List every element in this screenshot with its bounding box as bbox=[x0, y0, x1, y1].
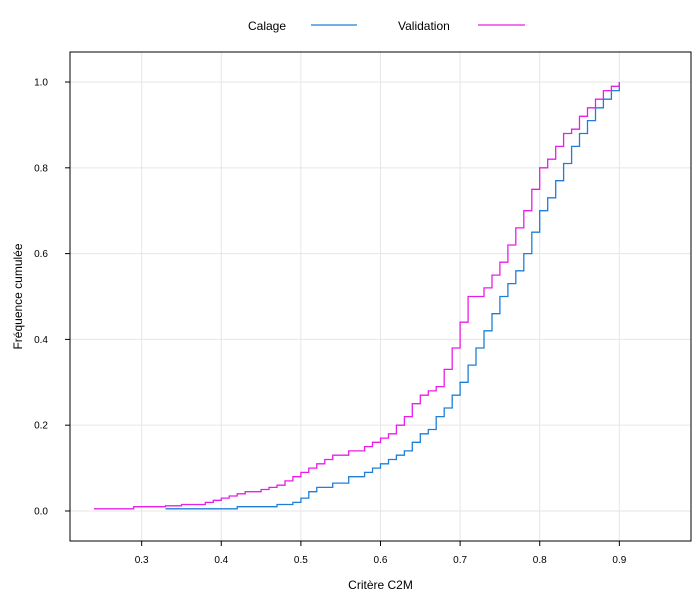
y-tick-label: 0.8 bbox=[34, 163, 48, 174]
legend-label-validation: Validation bbox=[398, 19, 450, 33]
series-layer bbox=[93, 82, 620, 510]
y-tick-label: 0.2 bbox=[34, 421, 48, 432]
y-tick-label: 1.0 bbox=[34, 78, 48, 89]
y-tick-label: 0.6 bbox=[34, 249, 48, 260]
series-line-validation bbox=[93, 82, 620, 510]
x-tick-label: 0.8 bbox=[533, 555, 547, 566]
x-tick-label: 0.5 bbox=[294, 555, 308, 566]
x-tick-label: 0.6 bbox=[374, 555, 388, 566]
x-tick-label: 0.3 bbox=[135, 555, 149, 566]
x-axis-title: Critère C2M bbox=[348, 578, 413, 592]
legend: Calage Validation bbox=[248, 19, 525, 33]
axis-ticks: 0.3 0.4 0.5 0.6 0.7 0.8 0.9 0.0 0.2 0.4 0.6 0.8 1.0 bbox=[34, 78, 627, 566]
x-tick-label: 0.9 bbox=[612, 555, 626, 566]
legend-label-calage: Calage bbox=[248, 19, 286, 33]
grid bbox=[70, 52, 691, 541]
y-axis-title: Fréquence cumulée bbox=[11, 243, 25, 349]
x-tick-label: 0.7 bbox=[453, 555, 467, 566]
y-tick-label: 0.0 bbox=[34, 506, 48, 517]
series-line-calage bbox=[165, 82, 620, 510]
x-tick-label: 0.4 bbox=[214, 555, 228, 566]
y-tick-label: 0.4 bbox=[34, 335, 48, 346]
